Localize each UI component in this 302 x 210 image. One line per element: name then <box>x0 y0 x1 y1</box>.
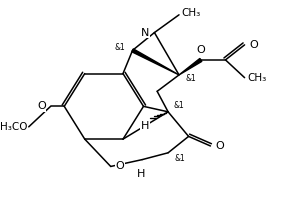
Text: O: O <box>197 45 205 55</box>
Polygon shape <box>132 49 179 75</box>
Polygon shape <box>179 58 202 75</box>
Text: N: N <box>141 28 149 38</box>
Text: H: H <box>137 169 145 179</box>
Text: O: O <box>249 40 258 50</box>
Text: H₃CO: H₃CO <box>0 122 27 132</box>
Text: CH₃: CH₃ <box>181 8 201 18</box>
Text: H: H <box>141 121 149 131</box>
Text: O: O <box>215 141 224 151</box>
Text: O: O <box>37 101 46 111</box>
Text: &1: &1 <box>114 43 125 51</box>
Text: CH₃: CH₃ <box>248 73 267 83</box>
Text: O: O <box>115 161 124 171</box>
Text: &1: &1 <box>174 154 185 163</box>
Text: &1: &1 <box>173 101 184 110</box>
Text: &1: &1 <box>185 74 196 83</box>
